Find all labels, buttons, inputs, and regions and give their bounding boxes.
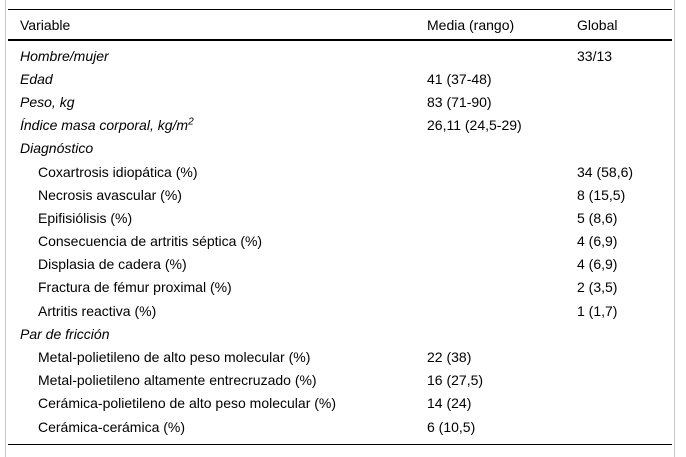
global-cell: 4 (6,9) <box>577 256 618 273</box>
table-row: Cerámica-cerámica (%) 6 (10,5) <box>8 415 672 445</box>
global-cell <box>577 114 672 137</box>
global-cell <box>577 322 672 345</box>
column-header-variable: Variable <box>8 9 427 41</box>
media-cell <box>427 322 577 345</box>
global-cell <box>577 392 672 415</box>
variable-cell: Edad <box>20 70 53 87</box>
global-cell: 8 (15,5) <box>577 186 626 203</box>
media-cell: 26,11 (24,5-29) <box>427 117 522 134</box>
table-row: Peso, kg 83 (71-90) <box>8 90 672 113</box>
table-body: Hombre/mujer 33/13 Edad 41 (37-48) Peso, kg 8… <box>8 40 672 445</box>
table-header: Variable Media (rango) Global <box>8 9 672 41</box>
media-cell: 16 (27,5) <box>427 372 484 389</box>
media-cell <box>427 230 577 253</box>
variable-cell: Metal-polietileno altamente entrecruzado… <box>38 372 317 389</box>
variable-cell: Peso, kg <box>20 93 75 110</box>
table-row: Necrosis avascular (%) 8 (15,5) <box>8 183 672 206</box>
variable-cell: Cerámica-cerámica (%) <box>38 418 186 435</box>
table-row: Displasia de cadera (%) 4 (6,9) <box>8 253 672 276</box>
global-cell: 4 (6,9) <box>577 233 618 250</box>
media-cell: 14 (24) <box>427 395 472 412</box>
table-row: Consecuencia de artritis séptica (%) 4 (6… <box>8 230 672 253</box>
media-cell <box>427 276 577 299</box>
variable-cell: Cerámica-polietileno de alto peso molecu… <box>38 395 337 412</box>
table-row: Epifisiólisis (%) 5 (8,6) <box>8 206 672 229</box>
table-row: Diagnóstico <box>8 137 672 160</box>
variable-cell: Diagnóstico <box>20 140 94 157</box>
variable-cell: Índice masa corporal, kg/m2 <box>20 116 194 134</box>
header-row: Variable Media (rango) Global <box>8 9 672 41</box>
variable-cell: Coxartrosis idiopática (%) <box>38 163 198 180</box>
global-cell <box>577 67 672 90</box>
media-cell <box>427 183 577 206</box>
table-row: Metal-polietileno de alto peso molecular… <box>8 345 672 368</box>
variable-cell: Displasia de cadera (%) <box>38 256 187 273</box>
global-cell: 2 (3,5) <box>577 279 618 296</box>
media-cell <box>427 253 577 276</box>
table-row: Artritis reactiva (%) 1 (1,7) <box>8 299 672 322</box>
figure-left-edge <box>5 0 6 457</box>
variable-cell: Necrosis avascular (%) <box>38 186 182 203</box>
media-cell <box>427 40 577 67</box>
table-row: Edad 41 (37-48) <box>8 67 672 90</box>
table-row: Metal-polietileno altamente entrecruzado… <box>8 369 672 392</box>
table-row: Coxartrosis idiopática (%) 34 (58,6) <box>8 160 672 183</box>
media-cell <box>427 137 577 160</box>
global-cell <box>577 345 672 368</box>
global-cell <box>577 415 672 445</box>
column-header-global: Global <box>577 9 672 41</box>
table-row: Hombre/mujer 33/13 <box>8 40 672 67</box>
table-row: Cerámica-polietileno de alto peso molecu… <box>8 392 672 415</box>
global-cell: 1 (1,7) <box>577 302 618 319</box>
global-cell <box>577 369 672 392</box>
global-cell: 5 (8,6) <box>577 209 618 226</box>
media-cell <box>427 299 577 322</box>
media-cell: 22 (38) <box>427 349 472 366</box>
table-row: Par de fricción <box>8 322 672 345</box>
media-cell <box>427 160 577 183</box>
global-cell <box>577 90 672 113</box>
variable-cell: Metal-polietileno de alto peso molecular… <box>38 349 311 366</box>
media-cell: 6 (10,5) <box>427 418 476 435</box>
superscript: 2 <box>188 116 194 128</box>
variable-cell: Fractura de fémur proximal (%) <box>38 279 232 296</box>
media-cell: 41 (37-48) <box>427 70 492 87</box>
media-cell <box>427 206 577 229</box>
global-cell: 33/13 <box>577 47 613 64</box>
global-cell <box>577 137 672 160</box>
column-header-media: Media (rango) <box>427 9 577 41</box>
patient-characteristics-table: Variable Media (rango) Global Hombre/muj… <box>8 9 672 446</box>
figure-right-edge <box>674 0 675 457</box>
media-cell: 83 (71-90) <box>427 93 492 110</box>
variable-cell: Artritis reactiva (%) <box>38 302 157 319</box>
variable-cell: Epifisiólisis (%) <box>38 209 133 226</box>
variable-cell: Hombre/mujer <box>20 47 109 64</box>
table-row: Índice masa corporal, kg/m2 26,11 (24,5-2… <box>8 114 672 137</box>
table-row: Fractura de fémur proximal (%) 2 (3,5) <box>8 276 672 299</box>
global-cell: 34 (58,6) <box>577 163 634 180</box>
variable-cell: Par de fricción <box>20 325 110 342</box>
variable-cell: Consecuencia de artritis séptica (%) <box>38 233 263 250</box>
